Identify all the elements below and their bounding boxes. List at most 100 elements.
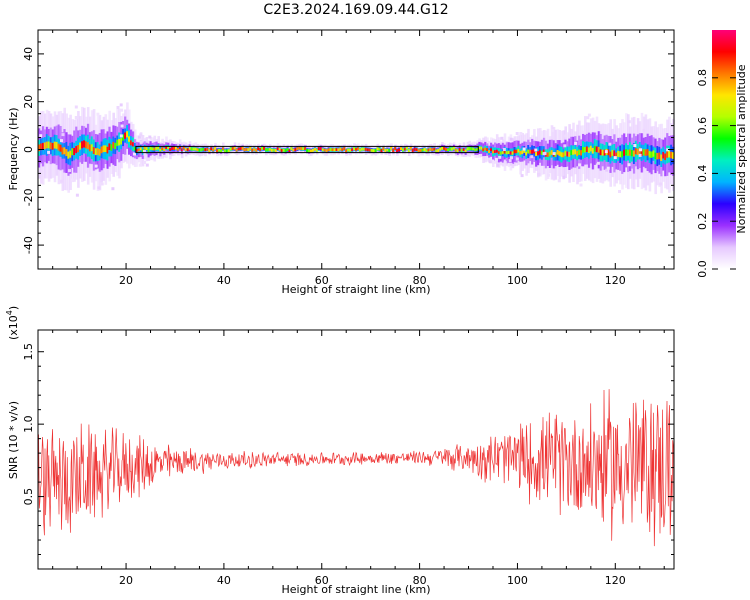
heatmap-speck [578,163,582,167]
heatmap-cell [245,148,248,151]
heatmap-cell [272,148,276,152]
heatmap-cell [319,147,323,150]
heatmap-cell [499,151,503,155]
heatmap-cell [582,147,585,153]
heatmap-cell [53,141,57,149]
heatmap-cell [194,147,198,151]
heatmap-cell [521,150,524,155]
heatmap-cell [531,149,534,154]
heatmap-cell [376,147,380,151]
heatmap-cell [642,149,646,156]
heatmap-cell [519,151,522,155]
heatmap-cell [188,146,192,150]
heatmap-speck [563,144,567,148]
heatmap-cell [313,147,317,151]
heatmap-cell [153,147,157,151]
heatmap-speck [605,168,609,172]
heatmap-cell [629,149,632,156]
heatmap-cell [280,149,284,152]
heatmap-cell [116,139,119,147]
heatmap-cell [572,149,575,155]
heatmap-cell [507,150,511,154]
x-tick-label: 40 [217,274,231,287]
heatmap-cell [155,146,158,150]
heatmap-cell [593,145,597,152]
heatmap-cell [611,149,614,156]
heatmap-cell [652,150,656,157]
heatmap-cell [372,149,376,153]
heatmap-cell [304,147,307,150]
heatmap-cell [447,148,450,152]
heatmap-cell [388,149,391,152]
heatmap-speck [119,134,123,138]
heatmap-cell [357,147,360,151]
heatmap-cell [570,150,573,156]
heatmap-cell [429,147,432,151]
heatmap-speck [510,156,513,160]
heatmap-speck [142,150,146,153]
heatmap-cell [595,146,599,153]
heatmap-cell [589,145,593,152]
heatmap-speck [111,187,115,191]
heatmap-cell [623,149,626,156]
heatmap-cell [513,149,517,154]
heatmap-speck [642,128,646,132]
heatmap-cell [128,136,131,142]
heatmap-speck [608,142,612,146]
heatmap-cell [632,150,636,157]
heatmap-cell [407,149,411,152]
heatmap-cell [184,147,188,151]
heatmap-speck [557,179,561,183]
heatmap-cell [539,150,542,155]
heatmap-speck [120,108,124,112]
y-tick-label: 0 [22,146,35,153]
heatmap-cell [474,148,477,152]
y-tick-label: 20 [22,95,35,109]
heatmap-speck [498,155,502,159]
heatmap-cell [259,148,262,151]
heatmap-cell [220,149,223,153]
heatmap-cell [151,147,155,151]
heatmap-cell [355,147,358,151]
heatmap-speck [503,161,507,165]
x-tick-label: 20 [119,574,133,587]
heatmap-cell [650,151,654,158]
heatmap-speck [96,112,100,116]
heatmap-cell [587,147,591,153]
heatmap-cell [515,149,519,154]
heatmap-cell [180,148,184,152]
heatmap-speck [659,182,663,186]
heatmap-cell [139,147,143,151]
colorbar-gradient [712,30,736,269]
heatmap-cell [59,144,63,152]
heatmap-cell [145,147,149,150]
snr-frame [37,329,675,570]
heatmap-speck [148,135,152,139]
heatmap-cell [98,149,102,156]
heatmap-cell [353,147,356,151]
heatmap-cell [370,149,374,152]
heatmap-cell [542,149,546,154]
heatmap-cell [339,147,342,151]
heatmap-cell [470,147,474,151]
heatmap-cell [564,150,567,156]
heatmap-cell [171,147,174,150]
heatmap-cell [468,147,472,150]
heatmap-cell [362,147,366,151]
heatmap-speck [137,135,141,139]
heatmap-cell [284,149,288,153]
heatmap-speck [520,174,524,178]
heatmap-cell [161,147,164,151]
heatmap-cell [106,146,110,154]
heatmap-cell [466,147,470,151]
heatmap-speck [502,148,506,151]
heatmap-cell [634,148,638,155]
heatmap-cell [288,149,292,153]
heatmap-cell [527,149,530,154]
heatmap-cell [214,146,217,150]
heatmap-cell [267,148,270,152]
heatmap-cell [656,152,659,160]
heatmap-cell [662,151,665,159]
heatmap-cell [41,142,45,150]
heatmap-speck [488,160,492,164]
